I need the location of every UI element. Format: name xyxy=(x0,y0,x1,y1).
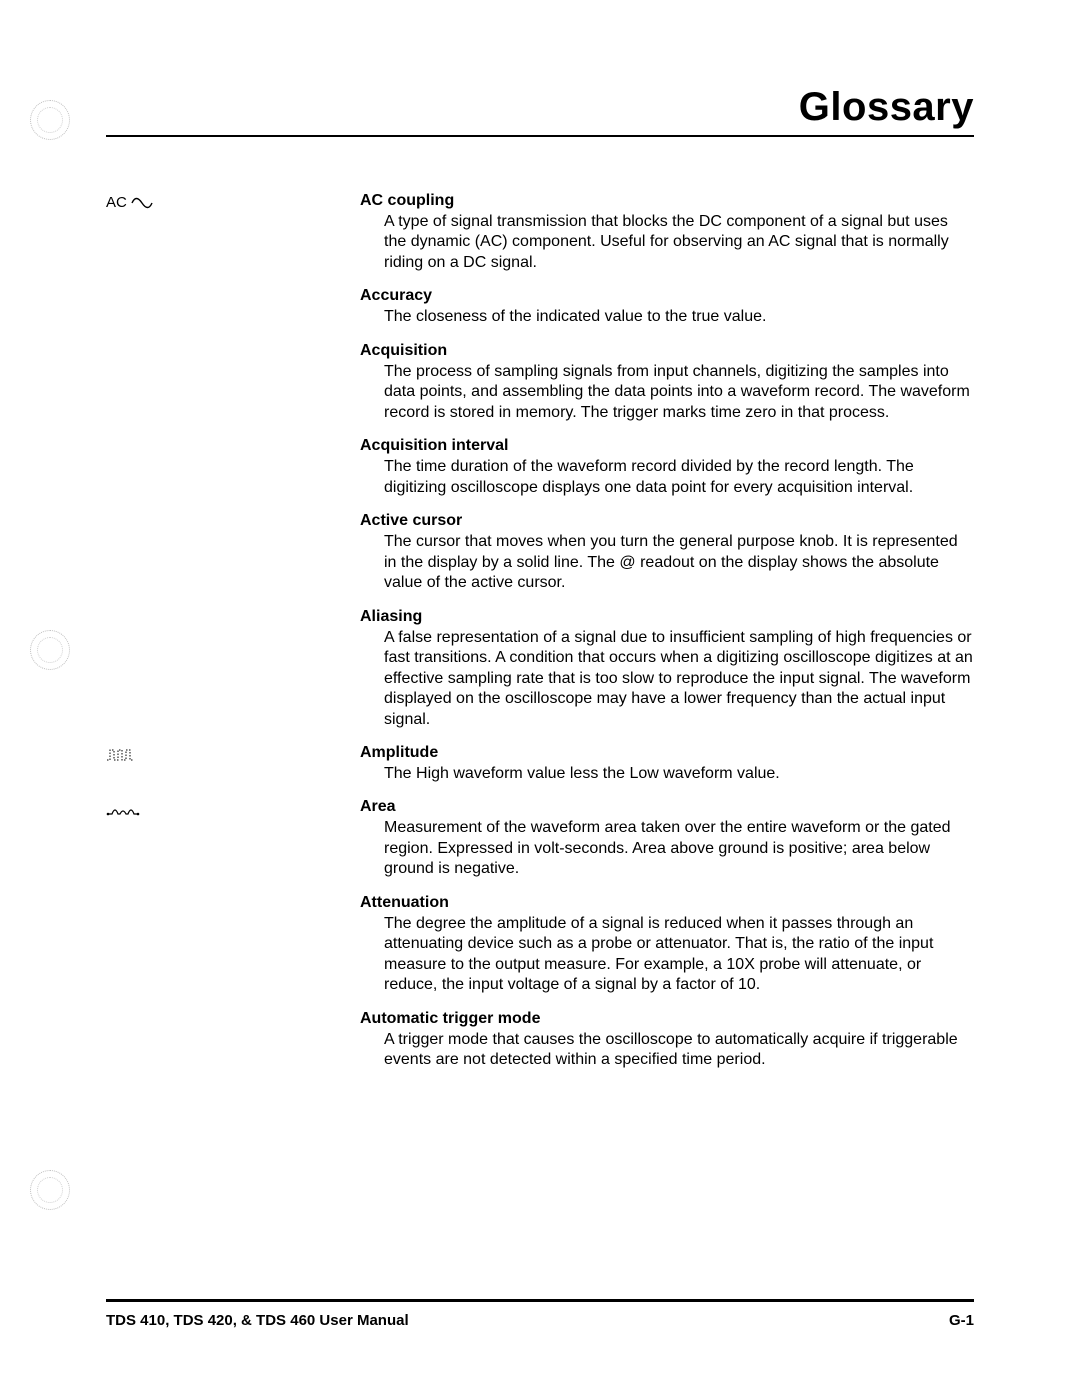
glossary-content: AC AC coupling A type of signal transmiss… xyxy=(106,192,974,1277)
glossary-term: Area xyxy=(360,798,974,816)
glossary-entry: Amplitude The High waveform value less th… xyxy=(106,744,974,784)
glossary-entry: AC AC coupling A type of signal transmiss… xyxy=(106,192,974,273)
entry-margin xyxy=(106,798,360,879)
entry-margin xyxy=(106,437,360,498)
page-title: Glossary xyxy=(799,85,974,130)
glossary-entry: Aliasing A false representation of a sign… xyxy=(106,608,974,730)
glossary-entry: Accuracy The closeness of the indicated v… xyxy=(106,287,974,327)
glossary-term: Automatic trigger mode xyxy=(360,1010,974,1028)
glossary-term: Active cursor xyxy=(360,512,974,530)
glossary-definition: The High waveform value less the Low wav… xyxy=(384,764,974,784)
title-rule xyxy=(106,135,974,137)
glossary-term: AC coupling xyxy=(360,192,974,210)
footer-rule xyxy=(106,1299,974,1302)
entry-margin xyxy=(106,342,360,423)
glossary-definition: A false representation of a signal due t… xyxy=(384,628,974,730)
page-footer: TDS 410, TDS 420, & TDS 460 User Manual … xyxy=(106,1312,974,1329)
glossary-definition: The process of sampling signals from inp… xyxy=(384,362,974,423)
glossary-definition: Measurement of the waveform area taken o… xyxy=(384,818,974,879)
glossary-definition: The cursor that moves when you turn the … xyxy=(384,532,974,593)
glossary-term: Amplitude xyxy=(360,744,974,762)
entry-margin xyxy=(106,894,360,996)
entry-margin xyxy=(106,1010,360,1071)
entry-body: Accuracy The closeness of the indicated v… xyxy=(360,287,974,327)
page: Glossary AC AC coupling A type of signal … xyxy=(0,0,1080,1397)
entry-body: Area Measurement of the waveform area tak… xyxy=(360,798,974,879)
entry-margin: AC xyxy=(106,192,360,273)
entry-body: AC coupling A type of signal transmission… xyxy=(360,192,974,273)
footer-left: TDS 410, TDS 420, & TDS 460 User Manual xyxy=(106,1312,409,1329)
glossary-entry: Acquisition The process of sampling signa… xyxy=(106,342,974,423)
entry-body: Automatic trigger mode A trigger mode tha… xyxy=(360,1010,974,1071)
glossary-entry: Area Measurement of the waveform area tak… xyxy=(106,798,974,879)
sine-wave-icon xyxy=(131,194,153,210)
entry-margin xyxy=(106,287,360,327)
amplitude-pulses-icon xyxy=(106,746,140,762)
entry-body: Acquisition interval The time duration of… xyxy=(360,437,974,498)
entry-margin xyxy=(106,744,360,784)
glossary-term: Acquisition interval xyxy=(360,437,974,455)
glossary-term: Attenuation xyxy=(360,894,974,912)
glossary-term: Acquisition xyxy=(360,342,974,360)
punch-hole-icon xyxy=(30,100,70,140)
glossary-definition: The time duration of the waveform record… xyxy=(384,457,974,498)
glossary-entry: Acquisition interval The time duration of… xyxy=(106,437,974,498)
glossary-term: Aliasing xyxy=(360,608,974,626)
glossary-definition: The degree the amplitude of a signal is … xyxy=(384,914,974,996)
glossary-entry: Attenuation The degree the amplitude of a… xyxy=(106,894,974,996)
glossary-definition: The closeness of the indicated value to … xyxy=(384,307,974,327)
glossary-entry: Active cursor The cursor that moves when … xyxy=(106,512,974,593)
glossary-definition: A trigger mode that causes the oscillosc… xyxy=(384,1030,974,1071)
glossary-definition: A type of signal transmission that block… xyxy=(384,212,974,273)
entry-body: Amplitude The High waveform value less th… xyxy=(360,744,974,784)
punch-hole-icon xyxy=(30,630,70,670)
margin-label: AC xyxy=(106,194,127,211)
footer-right: G-1 xyxy=(949,1312,974,1329)
entry-body: Attenuation The degree the amplitude of a… xyxy=(360,894,974,996)
punch-hole-icon xyxy=(30,1170,70,1210)
entry-margin xyxy=(106,608,360,730)
area-bumps-icon xyxy=(106,800,140,816)
entry-body: Aliasing A false representation of a sign… xyxy=(360,608,974,730)
entry-body: Active cursor The cursor that moves when … xyxy=(360,512,974,593)
glossary-term: Accuracy xyxy=(360,287,974,305)
glossary-entry: Automatic trigger mode A trigger mode tha… xyxy=(106,1010,974,1071)
entry-margin xyxy=(106,512,360,593)
entry-body: Acquisition The process of sampling signa… xyxy=(360,342,974,423)
